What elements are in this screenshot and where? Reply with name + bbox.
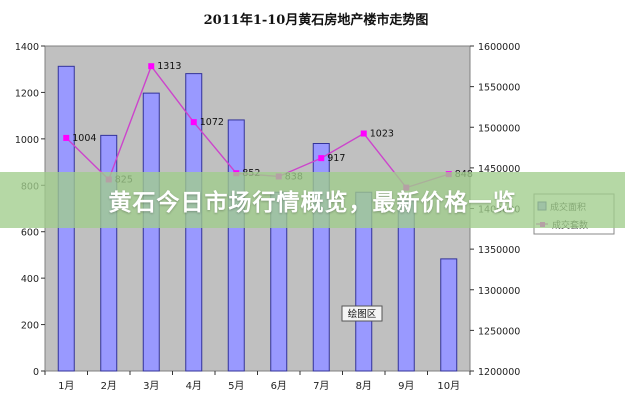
line-marker xyxy=(360,130,367,137)
line-marker xyxy=(63,134,70,141)
data-label: 1004 xyxy=(72,133,96,144)
x-tick-label: 1月 xyxy=(58,380,74,392)
x-tick-label: 4月 xyxy=(186,380,202,392)
bar xyxy=(142,92,160,372)
line-marker xyxy=(148,63,155,70)
right-tick-label: 1300000 xyxy=(478,286,520,297)
x-tick-label: 3月 xyxy=(143,380,159,392)
x-tick-label: 10月 xyxy=(437,380,460,392)
data-label: 1023 xyxy=(370,129,394,140)
data-label: 1313 xyxy=(157,61,181,72)
line-marker xyxy=(190,119,197,126)
left-tick-label: 400 xyxy=(21,274,39,285)
left-tick-label: 200 xyxy=(21,321,39,332)
overlay-banner: 黄石今日市场行情概览，最新价格一览 xyxy=(0,172,625,228)
annotation-layer: 绘图区 xyxy=(341,305,383,322)
x-tick-label: 6月 xyxy=(271,380,287,392)
bar xyxy=(100,134,118,372)
x-tick-label: 2月 xyxy=(101,380,117,392)
right-tick-label: 1450000 xyxy=(478,164,520,175)
annotation-label: 绘图区 xyxy=(348,308,377,320)
right-tick-label: 1600000 xyxy=(478,42,520,53)
data-label: 1072 xyxy=(200,117,224,128)
right-tick-label: 1350000 xyxy=(478,245,520,256)
left-tick-label: 1200 xyxy=(15,88,39,99)
annotation-box xyxy=(341,305,383,322)
data-label: 917 xyxy=(327,153,345,164)
right-tick-label: 1550000 xyxy=(478,83,520,94)
left-tick-label: 600 xyxy=(21,228,39,239)
x-tick-label: 8月 xyxy=(356,380,372,392)
bar xyxy=(227,119,245,372)
x-tick-label: 7月 xyxy=(313,380,329,392)
left-tick-label: 1400 xyxy=(15,42,39,53)
chart-title: 2011年1-10月黄石房地产楼市走势图 xyxy=(204,12,429,28)
right-tick-label: 1250000 xyxy=(478,326,520,337)
left-tick-label: 0 xyxy=(33,367,39,378)
line-marker xyxy=(318,155,325,162)
right-tick-label: 1200000 xyxy=(478,367,520,378)
bar xyxy=(440,258,458,372)
x-tick-label: 9月 xyxy=(398,380,414,392)
banner-text: 黄石今日市场行情概览，最新价格一览 xyxy=(108,190,517,216)
left-tick-label: 1000 xyxy=(15,135,39,146)
x-tick-label: 5月 xyxy=(228,380,244,392)
right-tick-label: 1500000 xyxy=(478,123,520,134)
